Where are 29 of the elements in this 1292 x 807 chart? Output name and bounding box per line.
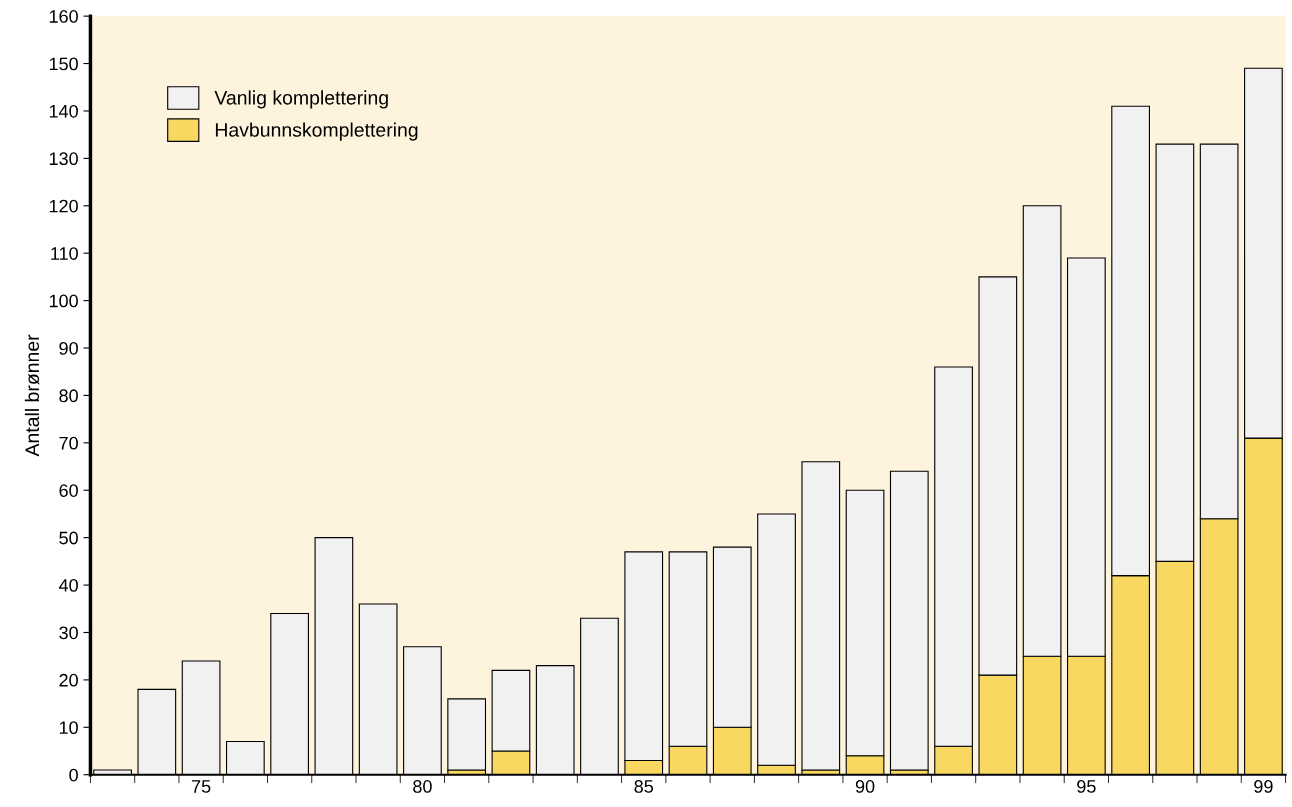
legend-label: Vanlig komplettering [214,90,388,109]
x-tick-label: 95 [1077,780,1096,793]
y-tick-label: 40 [58,579,78,592]
y-tick-label: 120 [49,199,78,213]
y-tick-label: 10 [59,721,78,735]
y-tick-label: 130 [49,152,78,166]
y-tick-label: 80 [59,389,78,403]
y-axis-title: Antall brønner [24,334,40,457]
legend-label: Havbunnskomplettering [215,122,418,141]
x-tick-label: 99 [1254,780,1273,793]
x-tick-label: 75 [191,780,211,793]
y-tick-label: 140 [49,104,78,118]
y-tick-label: 50 [59,531,78,545]
y-tick-label: 90 [59,341,78,355]
bar [447,698,487,771]
y-tick-label: 30 [59,626,78,640]
bar [801,461,841,771]
y-tick-label: 0 [69,768,78,782]
y-tick-label: 160 [49,10,78,23]
y-tick-label: 70 [59,436,78,450]
x-tick-label: 80 [413,780,432,793]
y-tick-label: 20 [59,673,78,687]
y-tick-label: 110 [51,247,78,260]
x-tick-label: 85 [634,780,654,793]
y-tick-label: 150 [49,57,78,71]
bar [889,470,929,771]
y-tick-label: 60 [59,484,78,497]
y-tick-label: 100 [49,294,78,308]
x-tick-label: 90 [855,780,875,793]
